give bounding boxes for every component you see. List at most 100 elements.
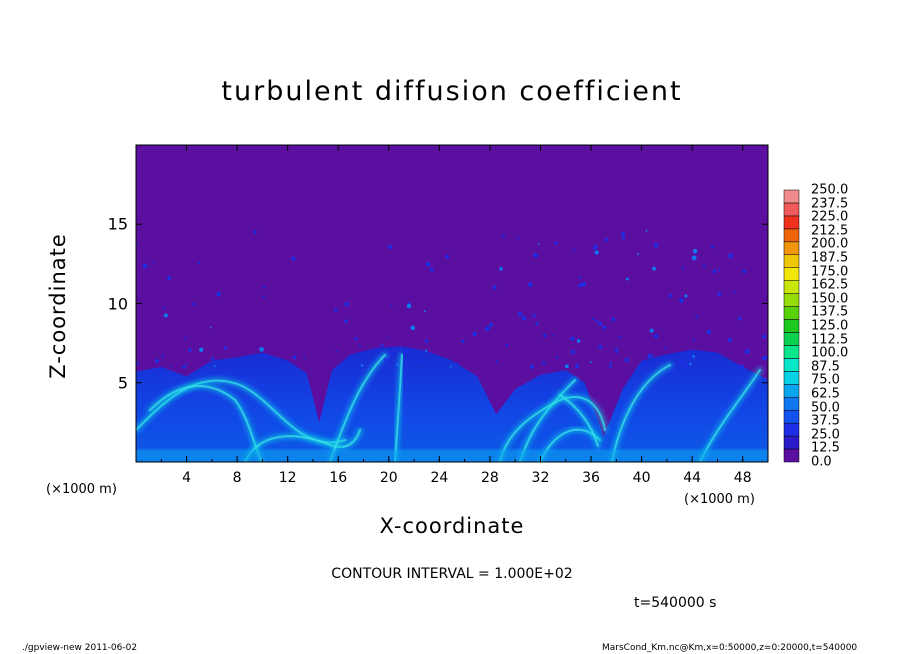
speckle <box>733 290 736 293</box>
speckle <box>406 303 412 309</box>
plume-core <box>329 354 386 462</box>
colorbar-swatch <box>783 384 800 398</box>
speckle <box>259 365 263 369</box>
speckle <box>518 311 523 316</box>
speckle <box>264 354 269 359</box>
speckle <box>291 256 296 261</box>
speckle <box>570 350 575 354</box>
speckle <box>616 352 618 354</box>
speckle <box>572 248 575 251</box>
speckle <box>609 365 612 368</box>
turbulence-speckles <box>136 229 768 369</box>
speckle <box>142 263 148 269</box>
colorbar-swatch <box>783 280 800 294</box>
speckle <box>575 364 580 369</box>
colorbar-label: 225.0 <box>811 209 849 225</box>
colorbar-swatch <box>783 189 800 204</box>
speckle <box>344 301 349 307</box>
speckle <box>223 346 228 350</box>
speckle <box>303 356 306 359</box>
speckle <box>692 338 695 341</box>
colorbar-swatch <box>783 267 800 281</box>
x-tick-label: 8 <box>232 470 242 486</box>
speckle <box>618 335 621 339</box>
speckle <box>595 319 599 323</box>
speckle <box>710 245 714 249</box>
speckle <box>535 321 539 326</box>
speckle <box>425 349 428 352</box>
x-tick-label: 4 <box>182 470 192 486</box>
speckle <box>576 339 581 343</box>
x-unit-right: (×1000 m) <box>684 492 755 507</box>
speckle <box>681 267 685 270</box>
speckle <box>505 343 509 347</box>
speckle <box>744 349 750 354</box>
speckle <box>594 250 599 255</box>
speckle <box>645 229 648 232</box>
speckle <box>686 351 691 356</box>
speckle <box>461 339 465 344</box>
colorbar-swatch <box>783 254 800 268</box>
speckle <box>691 255 697 261</box>
boundary-layer <box>136 346 768 462</box>
x-tick-label: 36 <box>582 470 600 486</box>
speckle <box>647 353 652 359</box>
speckle <box>551 334 554 337</box>
speckle <box>684 294 688 298</box>
colorbar-swatch <box>783 371 800 385</box>
colorbar-label: 100.0 <box>811 345 849 361</box>
speckle <box>425 261 431 267</box>
colorbar-swatch <box>783 332 800 346</box>
colorbar <box>783 189 800 463</box>
speckle <box>712 269 717 274</box>
speckle <box>188 348 192 352</box>
colorbar-label: 125.0 <box>811 318 849 334</box>
x-tick-label: 20 <box>379 470 398 486</box>
colorbar-swatch <box>783 215 800 230</box>
y-tick-label: 5 <box>117 373 128 393</box>
speckle <box>456 362 459 365</box>
colorbar-label: 200.0 <box>811 236 849 252</box>
speckle <box>621 231 625 236</box>
speckle <box>136 361 139 365</box>
footer-left: ./gpview-new 2011-06-02 <box>22 643 138 653</box>
speckle <box>652 266 657 271</box>
speckle <box>292 355 297 360</box>
speckle <box>423 310 426 313</box>
speckle <box>169 365 172 368</box>
speckle <box>570 336 575 341</box>
speckle <box>358 344 361 348</box>
speckle <box>737 316 742 321</box>
speckle <box>683 364 688 369</box>
speckle <box>678 298 684 304</box>
x-tick-label: 28 <box>480 470 499 486</box>
speckle <box>581 281 587 287</box>
colorbar-label: 237.5 <box>811 196 849 212</box>
speckle <box>192 302 196 306</box>
speckle <box>528 282 533 287</box>
speckle <box>154 358 159 363</box>
colorbar-swatch <box>783 293 800 307</box>
plume-core <box>559 394 599 447</box>
speckle <box>517 236 520 239</box>
speckle <box>390 350 394 354</box>
speckle <box>625 277 629 281</box>
speckle <box>354 337 358 341</box>
speckle <box>742 269 747 274</box>
speckle <box>702 265 706 268</box>
speckle <box>621 236 626 240</box>
speckle <box>390 304 393 306</box>
speckle <box>380 344 384 348</box>
speckle <box>396 363 399 367</box>
speckle <box>449 365 452 368</box>
speckle <box>447 362 450 365</box>
x-unit-left: (×1000 m) <box>46 482 117 497</box>
x-axis-label-text: X-coordinate <box>379 514 525 538</box>
speckle <box>495 360 499 363</box>
colorbar-label: 75.0 <box>811 372 840 388</box>
turbulence-field <box>136 346 768 462</box>
colorbar-swatch <box>783 358 800 372</box>
speckle <box>344 319 348 323</box>
time-stamp: t=540000 s <box>634 595 717 611</box>
speckle <box>689 362 692 366</box>
